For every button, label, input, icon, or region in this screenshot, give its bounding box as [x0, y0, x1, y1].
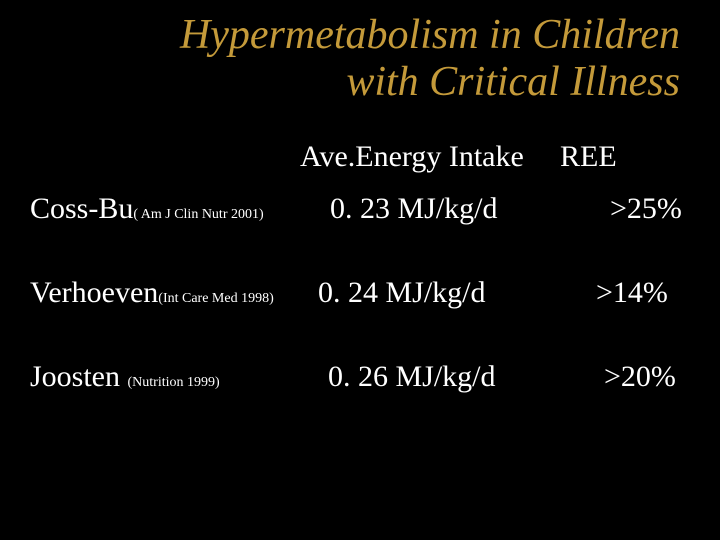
study-ref: (Nutrition 1999)	[128, 375, 220, 390]
study-ref: ( Am J Clin Nutr 2001)	[133, 207, 263, 222]
title-line-1: Hypermetabolism in Children	[180, 12, 680, 58]
ree-cell: >14%	[578, 276, 716, 310]
ree-cell: >25%	[590, 192, 720, 226]
study-name: Joosten	[30, 360, 128, 393]
table-row: Verhoeven(Int Care Med 1998) 0. 24 MJ/kg…	[30, 276, 690, 310]
table-row: Coss-Bu( Am J Clin Nutr 2001) 0. 23 MJ/k…	[30, 192, 690, 226]
slide: Hypermetabolism in Children with Critica…	[0, 0, 720, 540]
intake-cell: 0. 24 MJ/kg/d	[300, 276, 578, 310]
study-name: Coss-Bu	[30, 192, 133, 225]
study-name: Verhoeven	[30, 276, 158, 309]
ree-cell: >20%	[588, 360, 720, 394]
table-row: Joosten (Nutrition 1999) 0. 26 MJ/kg/d >…	[30, 360, 690, 394]
study-cell: Joosten (Nutrition 1999)	[30, 360, 300, 394]
intake-cell: 0. 23 MJ/kg/d	[300, 192, 590, 226]
table-header: Ave.Energy Intake REE	[30, 140, 690, 174]
study-cell: Verhoeven(Int Care Med 1998)	[30, 276, 300, 310]
header-intake: Ave.Energy Intake	[300, 140, 560, 174]
title-line-2: with Critical Illness	[346, 59, 680, 105]
study-cell: Coss-Bu( Am J Clin Nutr 2001)	[30, 192, 300, 226]
study-ref: (Int Care Med 1998)	[158, 291, 273, 306]
header-spacer	[30, 140, 300, 174]
header-ree: REE	[560, 140, 680, 174]
intake-cell: 0. 26 MJ/kg/d	[300, 360, 588, 394]
slide-title: Hypermetabolism in Children with Critica…	[30, 12, 690, 106]
